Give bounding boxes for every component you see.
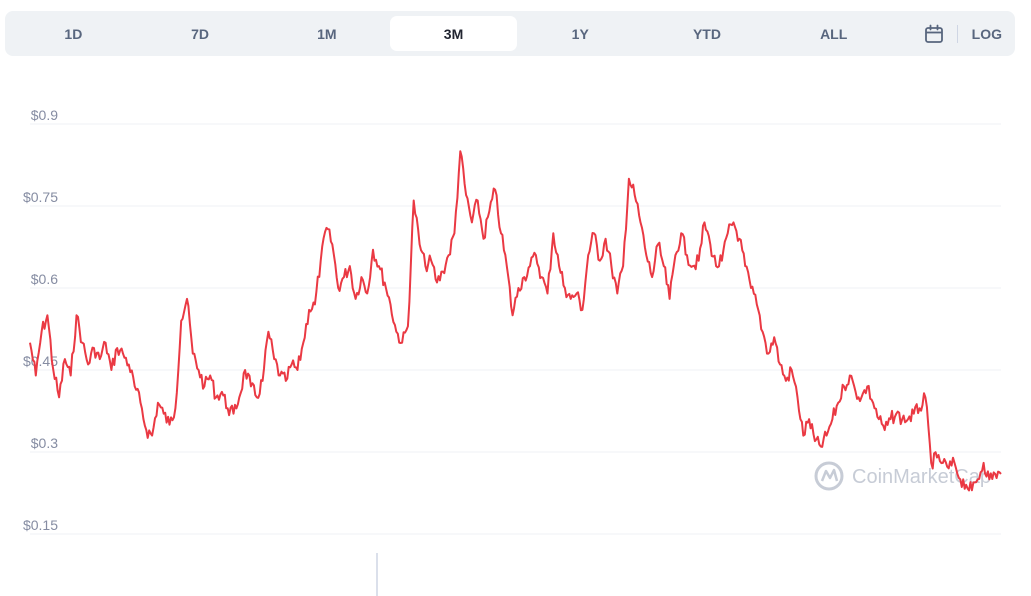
time-range-toolbar: 1D 7D 1M 3M 1Y YTD ALL LOG xyxy=(5,11,1015,56)
y-tick-label: $0.3 xyxy=(31,435,58,451)
y-tick-label: $0.9 xyxy=(31,107,58,123)
y-tick-label: $0.6 xyxy=(31,271,58,287)
y-axis-labels: $0.9$0.75$0.6$0.45$0.3$0.15 xyxy=(23,107,58,533)
tab-all[interactable]: ALL xyxy=(820,25,848,42)
calendar-icon xyxy=(924,24,943,43)
tab-ytd[interactable]: YTD xyxy=(692,25,721,42)
coinmarketcap-logo-icon xyxy=(814,461,844,491)
price-line-series xyxy=(29,150,1002,492)
tab-7d[interactable]: 7D xyxy=(191,25,210,42)
tab-1d[interactable]: 1D xyxy=(64,25,83,42)
tab-1m[interactable]: 1M xyxy=(317,25,337,42)
y-tick-label: $0.15 xyxy=(23,517,58,533)
tab-1y[interactable]: 1Y xyxy=(571,25,589,42)
log-scale-toggle[interactable]: LOG xyxy=(971,25,1002,42)
y-tick-label: $0.75 xyxy=(23,189,58,205)
tab-3m[interactable]: 3M xyxy=(390,16,517,51)
calendar-button[interactable] xyxy=(915,16,953,51)
chart-gridlines xyxy=(30,123,1001,535)
toolbar-divider xyxy=(956,24,958,43)
